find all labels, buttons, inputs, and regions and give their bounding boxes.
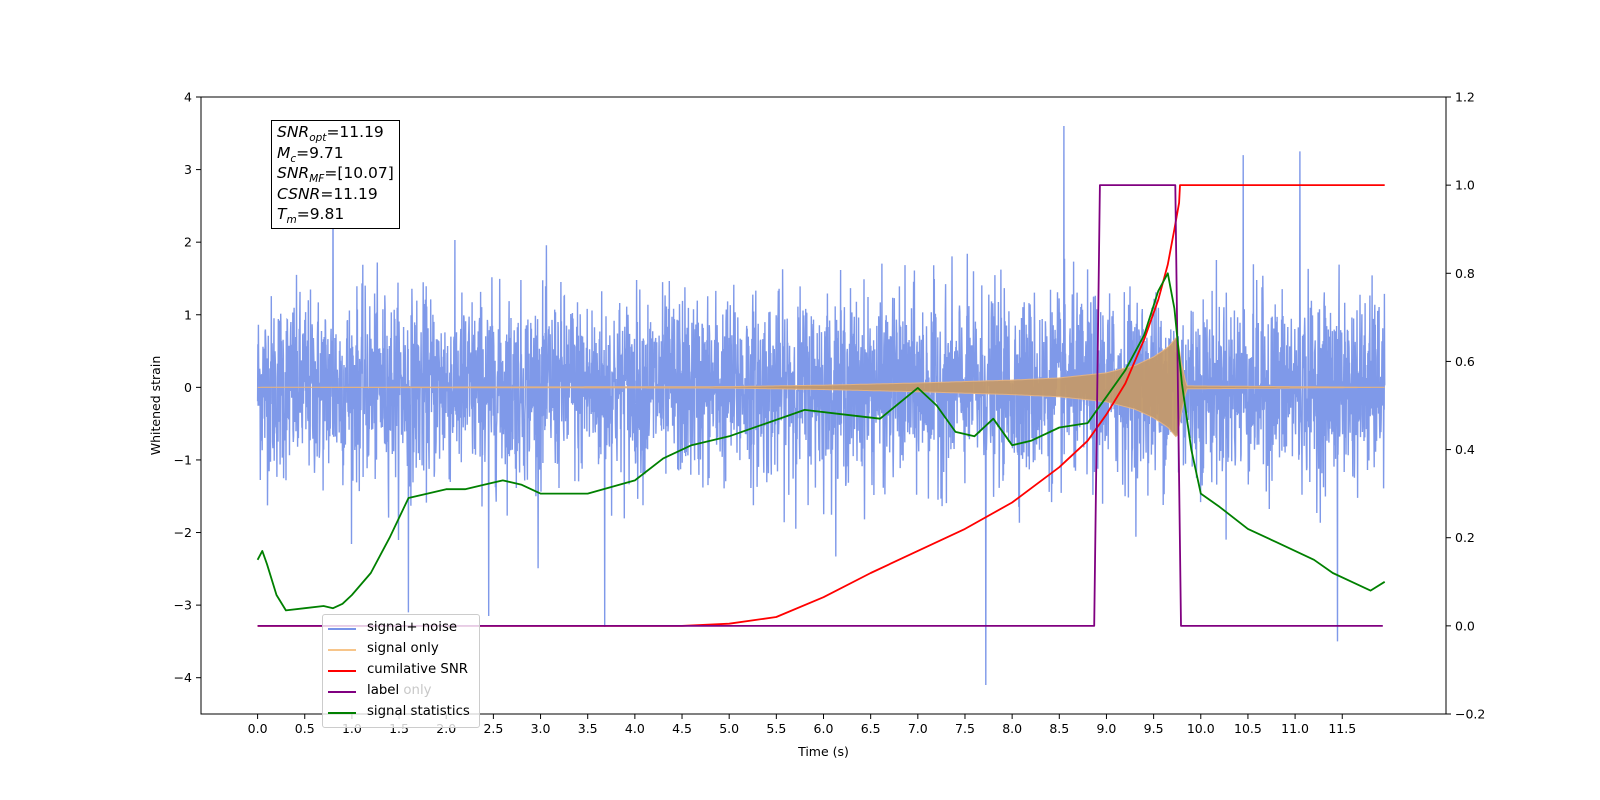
x-tick-label: 7.5 <box>955 721 975 736</box>
legend-hidden-label: label only <box>367 683 432 698</box>
y2-tick-label: 1.0 <box>1455 178 1475 193</box>
legend-label: signal statistics <box>367 704 470 719</box>
y-tick-label: −4 <box>174 670 192 685</box>
legend-swatch <box>328 712 356 714</box>
mc-line: Mc=9.71 <box>277 143 344 165</box>
x-tick-label: 7.0 <box>908 721 928 736</box>
snr-opt-line: SNRopt=11.19 <box>277 123 384 145</box>
y2-tick-label: 0.4 <box>1455 442 1475 457</box>
x-tick-label: 10.5 <box>1234 721 1262 736</box>
x-tick-label: 2.5 <box>483 721 503 736</box>
y2-tick-label: 0.6 <box>1455 354 1475 369</box>
x-tick-label: 6.5 <box>861 721 881 736</box>
legend-swatch <box>328 649 356 651</box>
metrics-annotation-box: SNRopt=11.19 Mc=9.71 SNRMF=[10.07] CSNR=… <box>271 120 400 229</box>
x-tick-label: 8.0 <box>1002 721 1022 736</box>
x-tick-label: 9.0 <box>1097 721 1117 736</box>
series-group <box>256 125 1386 686</box>
legend-label: signal only <box>367 641 439 656</box>
y-tick-label: −1 <box>174 452 192 467</box>
x-axis-label: Time (s) <box>797 744 849 759</box>
legend-swatch <box>328 670 356 672</box>
y2-tick-label: 0.0 <box>1455 618 1475 633</box>
y2-tick-label: 1.2 <box>1455 90 1475 105</box>
legend: signal+ noise signal only cumilative SNR… <box>322 614 480 728</box>
snr-mf-line: SNRMF=[10.07] <box>277 164 394 186</box>
series-cumilative-snr <box>257 184 1385 627</box>
x-tick-label: 5.5 <box>766 721 786 736</box>
x-tick-label: 11.0 <box>1281 721 1309 736</box>
y-axis-label: Whitened strain <box>148 356 163 455</box>
series-signal-noise <box>256 125 1386 686</box>
plot-area <box>256 125 1386 686</box>
legend-label: cumilative SNR <box>367 662 469 677</box>
tm-line: Tm=9.81 <box>277 205 345 227</box>
y2-tick-label: 0.8 <box>1455 266 1475 281</box>
series-label <box>257 184 1383 627</box>
legend-swatch <box>328 691 356 693</box>
x-tick-label: 0.5 <box>295 721 315 736</box>
y-tick-label: −2 <box>174 525 192 540</box>
y2-tick-label: 0.2 <box>1455 530 1475 545</box>
y-tick-label: 2 <box>184 235 192 250</box>
series-signal-only <box>257 337 1385 438</box>
y-tick-label: 3 <box>184 162 192 177</box>
x-tick-label: 4.5 <box>672 721 692 736</box>
legend-item-signal-only: signal only <box>323 640 479 660</box>
x-tick-label: 11.5 <box>1328 721 1356 736</box>
y-tick-label: 4 <box>184 90 192 105</box>
legend-label: label <box>367 683 400 698</box>
x-tick-label: 0.0 <box>248 721 268 736</box>
x-tick-label: 9.5 <box>1144 721 1164 736</box>
legend-item-signal-noise: signal+ noise <box>323 619 479 639</box>
x-tick-label: 6.0 <box>814 721 834 736</box>
series-signal-statistics <box>256 272 1386 612</box>
legend-item-label: label only label <box>323 682 479 702</box>
y-tick-label: −3 <box>174 598 192 613</box>
x-tick-label: 3.0 <box>531 721 551 736</box>
x-tick-label: 8.5 <box>1049 721 1069 736</box>
x-tick-label: 10.0 <box>1187 721 1215 736</box>
y2-tick-label: −0.2 <box>1455 707 1485 722</box>
legend-swatch <box>328 628 356 630</box>
y-tick-label: 0 <box>184 380 192 395</box>
legend-label: signal+ noise <box>367 620 458 635</box>
legend-item-signal-statistics: signal statistics <box>323 703 479 723</box>
x-tick-label: 3.5 <box>578 721 598 736</box>
x-tick-label: 5.0 <box>719 721 739 736</box>
legend-item-cumulative-snr: cumilative SNR <box>323 661 479 681</box>
y-tick-label: 1 <box>184 307 192 322</box>
csnr-line: CSNR=11.19 <box>277 184 378 203</box>
x-tick-label: 4.0 <box>625 721 645 736</box>
